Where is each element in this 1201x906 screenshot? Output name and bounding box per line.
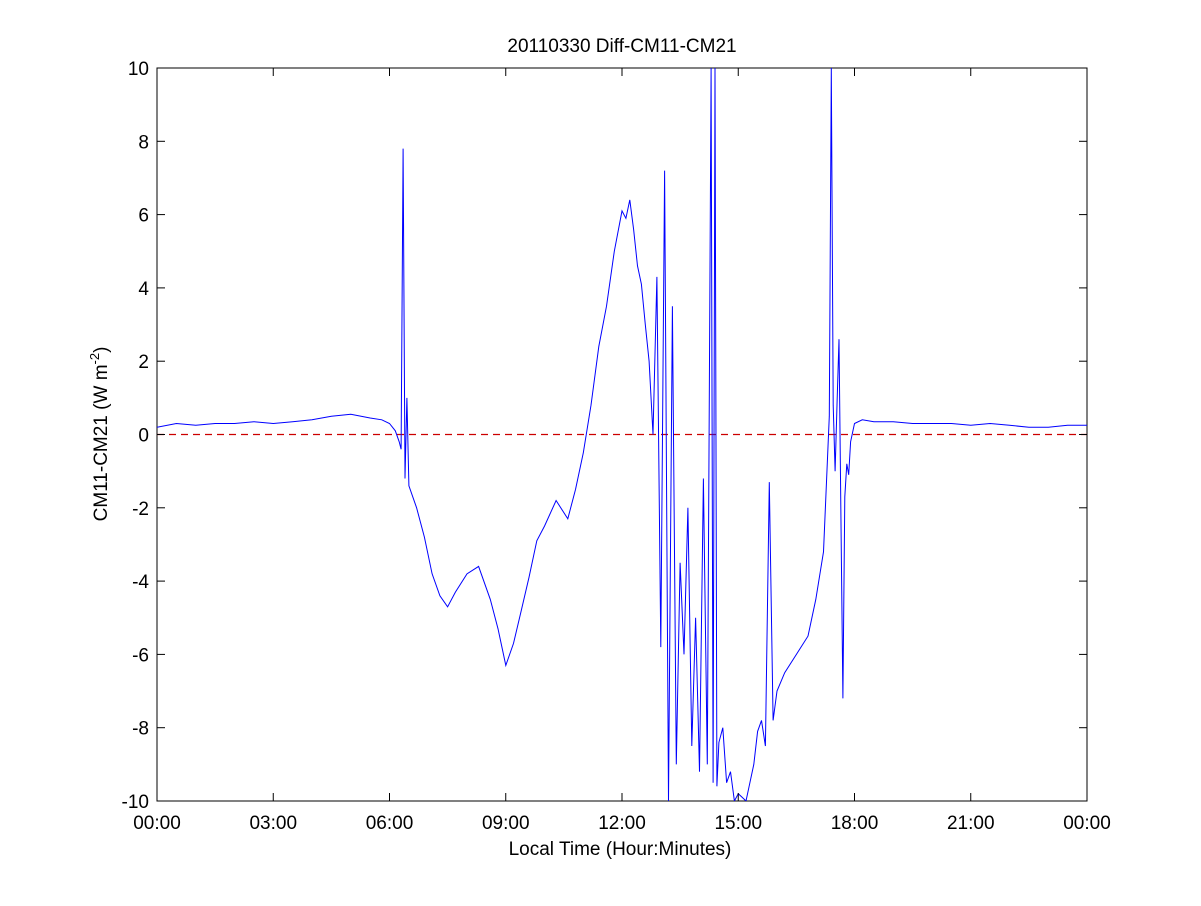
x-tick-label: 21:00 (947, 813, 995, 834)
x-tick-label: 00:00 (133, 813, 181, 834)
y-tick-label: 6 (138, 206, 149, 227)
x-tick-label: 15:00 (714, 813, 762, 834)
y-axis-title-superscript: -2 (87, 353, 102, 365)
plot-area (156, 67, 1088, 802)
y-tick-label: -4 (132, 572, 149, 593)
x-tick-label: 03:00 (249, 813, 297, 834)
tick-layer: 00:00 03:00 06:00 09:00 12:00 15:00 18:00 21:00… (122, 59, 1111, 834)
y-tick-label: -8 (132, 719, 149, 740)
y-axis-title-text: CM11-CM21 (W m (91, 364, 112, 521)
x-tick-label: 06:00 (366, 813, 414, 834)
x-tick-label: 12:00 (598, 813, 646, 834)
y-axis-title-suffix: ) (91, 347, 112, 353)
y-tick-label: 4 (138, 279, 149, 300)
chart-title: 20110330 Diff-CM11-CM21 (507, 36, 736, 57)
y-tick-label: -2 (132, 499, 149, 520)
series-line-0 (157, 68, 1087, 801)
y-tick-label: 8 (138, 132, 149, 153)
x-axis-title: Local Time (Hour:Minutes) (509, 839, 732, 860)
y-tick-label: -10 (122, 792, 149, 813)
x-tick-label: 00:00 (1063, 813, 1111, 834)
y-tick-label: 0 (138, 426, 149, 447)
y-tick-label: -6 (132, 645, 149, 666)
x-tick-label: 09:00 (482, 813, 530, 834)
series-layer (157, 68, 1087, 801)
y-axis-title: CM11-CM21 (W m-2) (87, 347, 112, 522)
axes-box (156, 67, 1088, 802)
y-tick-label: 10 (128, 59, 149, 80)
y-tick-label: 2 (138, 352, 149, 373)
x-tick-label: 18:00 (831, 813, 879, 834)
